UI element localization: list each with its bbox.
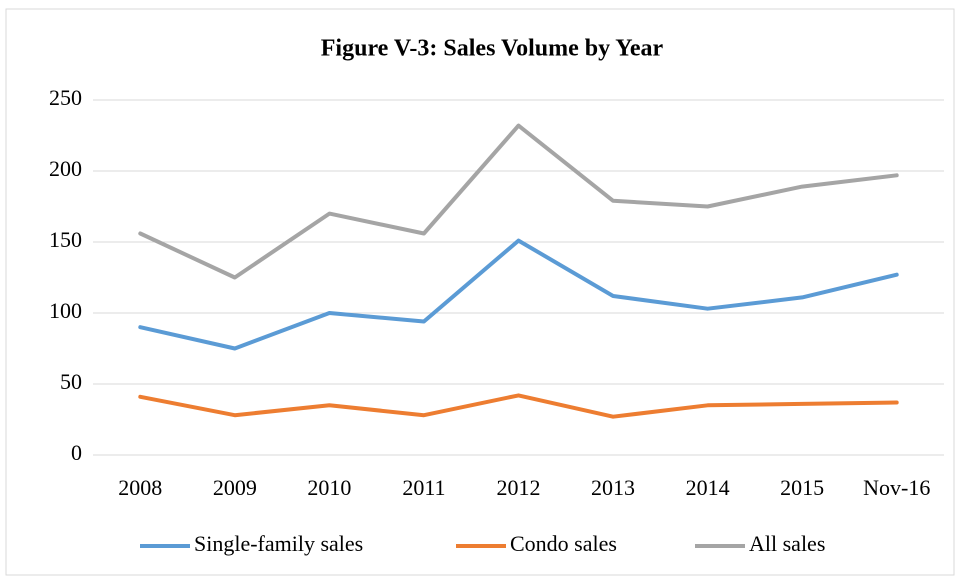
y-tick-label: 200 bbox=[49, 156, 82, 181]
x-tick-label: 2011 bbox=[402, 475, 445, 500]
y-tick-label: 150 bbox=[49, 227, 82, 252]
chart-frame bbox=[5, 8, 955, 576]
y-tick-label: 0 bbox=[71, 440, 82, 465]
x-tick-label: 2008 bbox=[118, 475, 162, 500]
x-tick-label: 2014 bbox=[686, 475, 730, 500]
x-tick-label: 2010 bbox=[307, 475, 351, 500]
y-tick-label: 100 bbox=[49, 298, 82, 323]
series-line bbox=[138, 238, 899, 351]
y-tick-label: 250 bbox=[49, 85, 82, 110]
x-tick-label: Nov-16 bbox=[863, 475, 930, 500]
series-line bbox=[138, 393, 899, 419]
y-tick-label: 50 bbox=[60, 369, 82, 394]
legend-label: Condo sales bbox=[510, 531, 617, 556]
legend-label: All sales bbox=[749, 531, 825, 556]
x-tick-label: 2013 bbox=[591, 475, 635, 500]
chart-title: Figure V-3: Sales Volume by Year bbox=[321, 36, 664, 62]
x-tick-label: 2012 bbox=[497, 475, 541, 500]
legend-label: Single-family sales bbox=[194, 531, 363, 556]
x-tick-label: 2009 bbox=[213, 475, 257, 500]
series-line bbox=[138, 123, 899, 280]
x-tick-label: 2015 bbox=[780, 475, 824, 500]
